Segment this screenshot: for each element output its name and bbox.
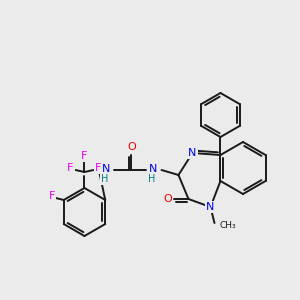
Text: F: F	[49, 191, 55, 201]
Text: N: N	[206, 202, 215, 212]
Text: N: N	[188, 148, 197, 158]
Text: CH₃: CH₃	[220, 221, 236, 230]
Text: N: N	[149, 164, 158, 174]
Text: H: H	[148, 174, 155, 184]
Text: H: H	[101, 174, 108, 184]
Text: N: N	[102, 164, 111, 174]
Text: F: F	[95, 163, 102, 173]
Text: F: F	[81, 151, 88, 161]
Text: F: F	[67, 163, 74, 173]
Text: O: O	[127, 142, 136, 152]
Text: O: O	[163, 194, 172, 204]
